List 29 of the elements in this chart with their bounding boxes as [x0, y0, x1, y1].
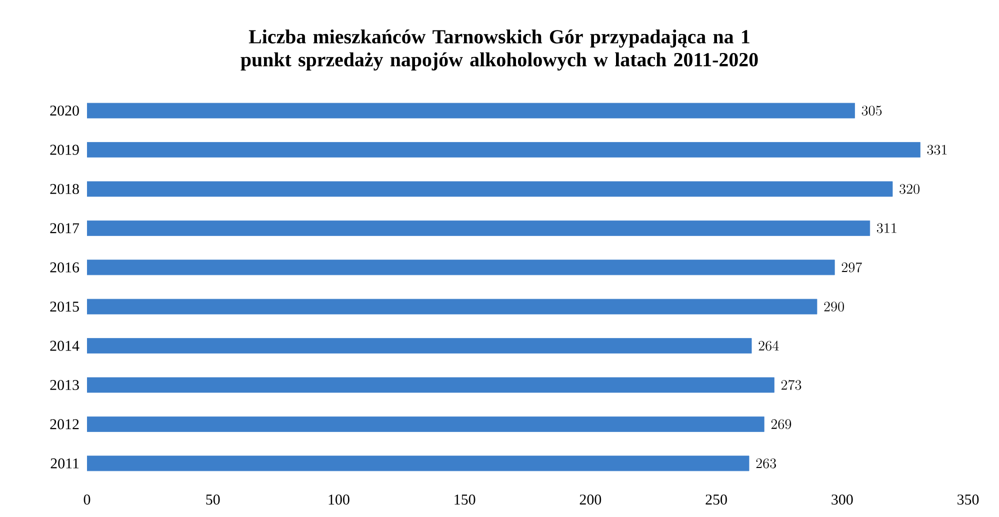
x-tick-label: 50	[206, 494, 220, 505]
y-tick-label: 2018	[50, 184, 79, 194]
data-label: 269	[771, 419, 792, 430]
data-label: 331	[927, 144, 947, 155]
x-tick-label: 300	[832, 494, 853, 505]
y-tick-label: 2013	[50, 380, 79, 390]
x-tick-label: 250	[706, 494, 727, 505]
x-tick-label: 100	[328, 494, 350, 505]
data-label: 320	[900, 184, 920, 194]
data-label: 305	[862, 106, 882, 116]
data-label: 311	[876, 223, 896, 234]
data-label: 263	[756, 458, 776, 468]
data-label: 264	[758, 340, 779, 351]
y-tick-label: 2019	[50, 144, 79, 155]
x-tick-label: 200	[580, 494, 602, 505]
y-tick-label: 2015	[50, 302, 79, 312]
x-tick-label: 0	[84, 494, 90, 505]
y-tick-label: 2017	[50, 223, 80, 234]
chart-title: Liczba mieszkańców Tarnowskich Gór przypadająca na 1 punkt sprzedaży napojów alkoholowych w latach 2011-2020	[240, 29, 758, 71]
data-label: 290	[824, 302, 844, 312]
y-tick-label: 2012	[50, 419, 79, 430]
y-tick-label: 2011	[50, 458, 79, 468]
data-label: 297	[842, 262, 862, 272]
y-tick-label: 2020	[50, 106, 79, 116]
x-tick-label: 350	[958, 494, 979, 505]
y-tick-label: 2016	[50, 262, 80, 272]
x-tick-label: 150	[454, 494, 476, 505]
y-tick-label: 2014	[50, 340, 80, 351]
data-label: 273	[781, 380, 802, 390]
